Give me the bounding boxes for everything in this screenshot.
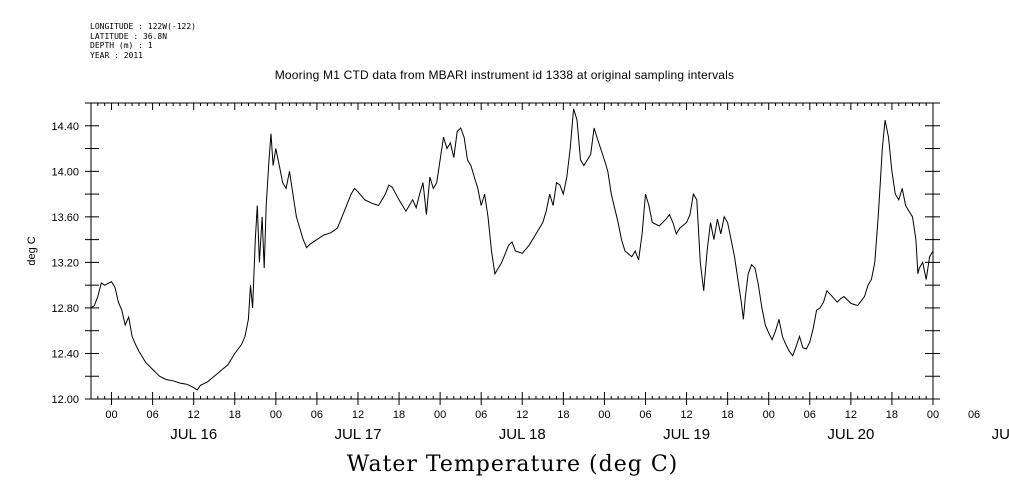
x-tick-label: 06 [146, 409, 158, 421]
x-tick-label: 00 [105, 409, 117, 421]
x-tick-label: 18 [886, 409, 898, 421]
longitude-text: LONGITUDE : 122W(-122) [90, 22, 196, 31]
x-tick-label: 18 [722, 409, 734, 421]
year-text: YEAR : 2011 [90, 50, 143, 60]
y-tick-label: 12.80 [51, 303, 79, 315]
day-label: JUL 20 [827, 426, 874, 443]
x-tick-label: 12 [680, 409, 692, 421]
y-tick-label: 14.40 [51, 121, 79, 133]
y-tick-label: 13.20 [51, 257, 79, 269]
day-label: JUL 18 [499, 426, 546, 443]
x-tick-label: 00 [270, 409, 282, 421]
x-axis-label: Water Temperature (deg C) [346, 452, 679, 477]
y-tick-labels: 12.00 12.40 12.80 13.20 13.60 14.00 14.40 [51, 121, 79, 406]
latitude-text: LATITUDE : 36.8N [90, 31, 168, 41]
plot-frame [90, 102, 934, 400]
x-tick-label: 00 [927, 409, 939, 421]
x-tick-label: 06 [804, 409, 816, 421]
y-tick-label: 13.60 [51, 212, 79, 224]
x-tick-label: 06 [639, 409, 651, 421]
x-tick-label: 00 [598, 409, 610, 421]
depth-text: DEPTH (m) : 1 [90, 41, 153, 50]
series-line [90, 108, 934, 391]
x-tick-label: 12 [352, 409, 364, 421]
axis-ticks [85, 102, 940, 405]
x-tick-label: 18 [229, 409, 241, 421]
x-tick-label: 12 [845, 409, 857, 421]
x-tick-label: 00 [434, 409, 446, 421]
day-label: JUL 21 [992, 426, 1009, 443]
x-tick-label: 00 [763, 409, 775, 421]
x-tick-label: 18 [557, 409, 569, 421]
y-tick-label: 12.40 [51, 348, 79, 360]
x-tick-label: 18 [393, 409, 405, 421]
day-labels: JUL 16 JUL 17 JUL 18 JUL 19 JUL 20 JUL 21 [170, 426, 1009, 443]
day-label: JUL 16 [170, 426, 217, 443]
x-tick-label: 06 [968, 409, 980, 421]
y-axis-label: deg C [26, 236, 38, 265]
x-tick-label: 06 [311, 409, 323, 421]
x-tick-labels: 00 06 12 18 00 06 12 18 00 06 12 18 00 06 12 18 00 06 12 18… [105, 409, 980, 421]
day-label: JUL 17 [334, 426, 381, 443]
x-tick-label: 12 [188, 409, 200, 421]
x-tick-label: 12 [516, 409, 528, 421]
x-tick-label: 06 [475, 409, 487, 421]
chart-title: Mooring M1 CTD data from MBARI instrumen… [274, 68, 735, 82]
y-tick-label: 12.00 [51, 394, 79, 406]
metadata-block: LONGITUDE : 122W(-122) LATITUDE : 36.8N DE… [90, 22, 196, 60]
day-label: JUL 19 [663, 426, 710, 443]
y-tick-label: 14.00 [51, 166, 79, 178]
